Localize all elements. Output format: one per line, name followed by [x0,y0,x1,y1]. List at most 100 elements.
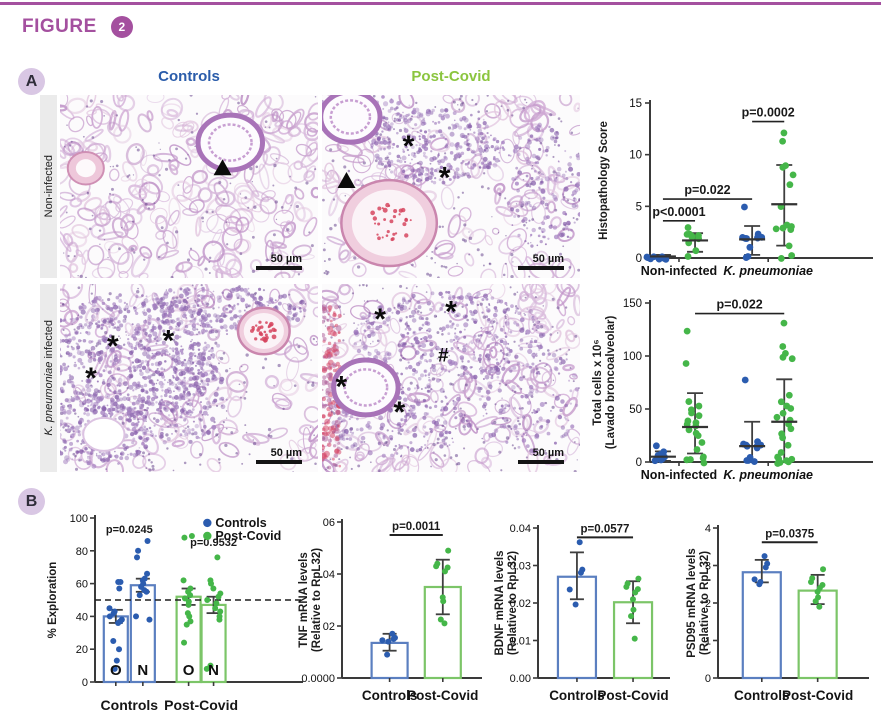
data-point [779,137,787,145]
scale-bar [256,266,302,270]
data-point [685,426,693,434]
asterisk-marker: * [85,362,97,395]
data-point [751,576,758,583]
data-point [115,619,122,626]
data-point [786,181,794,189]
svg-text:0: 0 [636,457,642,469]
histopathology-score-chart: Histopathology Score 0 5 10 15 Non-infected K.… [596,86,881,286]
data-point [187,592,194,599]
data-point [788,252,796,259]
data-point [694,432,702,440]
row-label-kpneumoniae-infected: K. pneumoniae infected [40,284,57,472]
asterisk-marker: * [163,324,175,357]
controls-kpneumoniae-svg: * * * 50 µm [60,284,318,472]
data-point [135,547,142,554]
svg-text:K. pneumoniae: K. pneumoniae [723,468,813,482]
data-point [787,405,795,412]
data-point [816,603,823,610]
data-point [688,233,696,241]
asterisk-marker: * [394,396,406,429]
postcovid-kpneumoniae-svg: * * * * #50 µm [322,284,580,472]
data-point [682,360,690,367]
p-value-label: p=0.0245 [106,524,153,536]
data-point [741,203,748,211]
data-point [635,575,642,582]
data-point [820,566,827,573]
data-point [390,636,397,642]
data-point [812,598,819,605]
svg-text:0.01: 0.01 [510,636,531,648]
data-point [688,409,695,417]
data-point [111,665,118,672]
svg-text:0.03: 0.03 [510,561,531,573]
data-point [628,613,635,620]
data-point [698,439,706,446]
psd95-chart: PSD95 mRNA levels (Relative to RpL32) 0 1 2 3… [684,498,881,718]
svg-text:Histopathology Score: Histopathology Score [598,121,610,240]
x-axis-label: Controls [549,688,605,703]
asterisk-marker: * [336,370,348,403]
data-point [116,585,123,592]
data-point [113,657,120,664]
data-point [687,456,694,463]
svg-text:0: 0 [636,253,642,265]
data-point [110,638,117,644]
histology-postcovid-kpneumoniae: * * * * #50 µm [322,284,580,472]
data-point [437,616,444,623]
data-point [215,593,222,600]
p-value-label: p<0.0001 [652,205,705,219]
data-point [186,613,193,620]
svg-text:0.02: 0.02 [510,598,531,610]
svg-text:20: 20 [76,644,88,656]
bdnf-svg: BDNF mRNA levels (Relative to RpL32) 0.00 0… [494,523,670,703]
data-point [756,581,763,588]
data-point [773,413,781,421]
x-axis-label: Post-Covid [782,688,853,703]
data-point [116,646,123,653]
bdnf-chart: BDNF mRNA levels (Relative to RpL32) 0.00 0… [492,498,684,718]
data-point [683,327,691,335]
data-point [785,391,793,399]
data-point [787,425,795,433]
data-point [632,589,639,596]
tnf-chart: TNF mRNA levels (Relative to RpL32) 0.0000… [296,498,496,718]
data-point [783,457,790,465]
x-axis-label: Controls [362,688,418,703]
svg-text:15: 15 [629,98,642,110]
data-point [629,596,636,603]
svg-text:1: 1 [705,636,711,648]
p-value-label: p=0.0375 [765,528,815,540]
data-point [750,458,758,465]
data-point [780,319,788,327]
svg-text:0.0000: 0.0000 [301,673,335,685]
svg-text:(Relative to RpL32): (Relative to RpL32) [311,548,323,652]
bar-letter: N [208,662,219,679]
svg-text:02: 02 [323,621,335,633]
data-point [814,588,821,595]
data-point [743,457,751,464]
scale-bar-label: 50 µm [533,253,565,265]
data-point [566,586,573,593]
data-point [761,553,768,560]
data-point [787,226,795,233]
data-point [577,569,584,576]
data-point [684,253,692,260]
data-point [774,460,782,467]
data-point [379,637,386,644]
x-axis-label: Post-Covid [407,688,478,703]
data-point [106,613,113,620]
svg-text:60: 60 [76,579,88,591]
figure-label: FIGURE [22,16,97,37]
svg-text:(Lavado broncoalveolar): (Lavado broncoalveolar) [605,316,617,450]
data-point [143,588,150,595]
column-header-postcovid: Post-Covid [411,68,491,85]
svg-text:Total cells x 10⁶: Total cells x 10⁶ [592,339,604,425]
data-point [780,129,788,137]
p-value-label: p=0.9532 [190,537,237,549]
arrowhead-marker [337,172,356,189]
data-point [106,605,113,612]
data-point [784,441,792,449]
data-point [441,620,448,627]
bronchiole [322,95,383,145]
psd95-svg: PSD95 mRNA levels (Relative to RpL32)0123… [686,523,869,703]
